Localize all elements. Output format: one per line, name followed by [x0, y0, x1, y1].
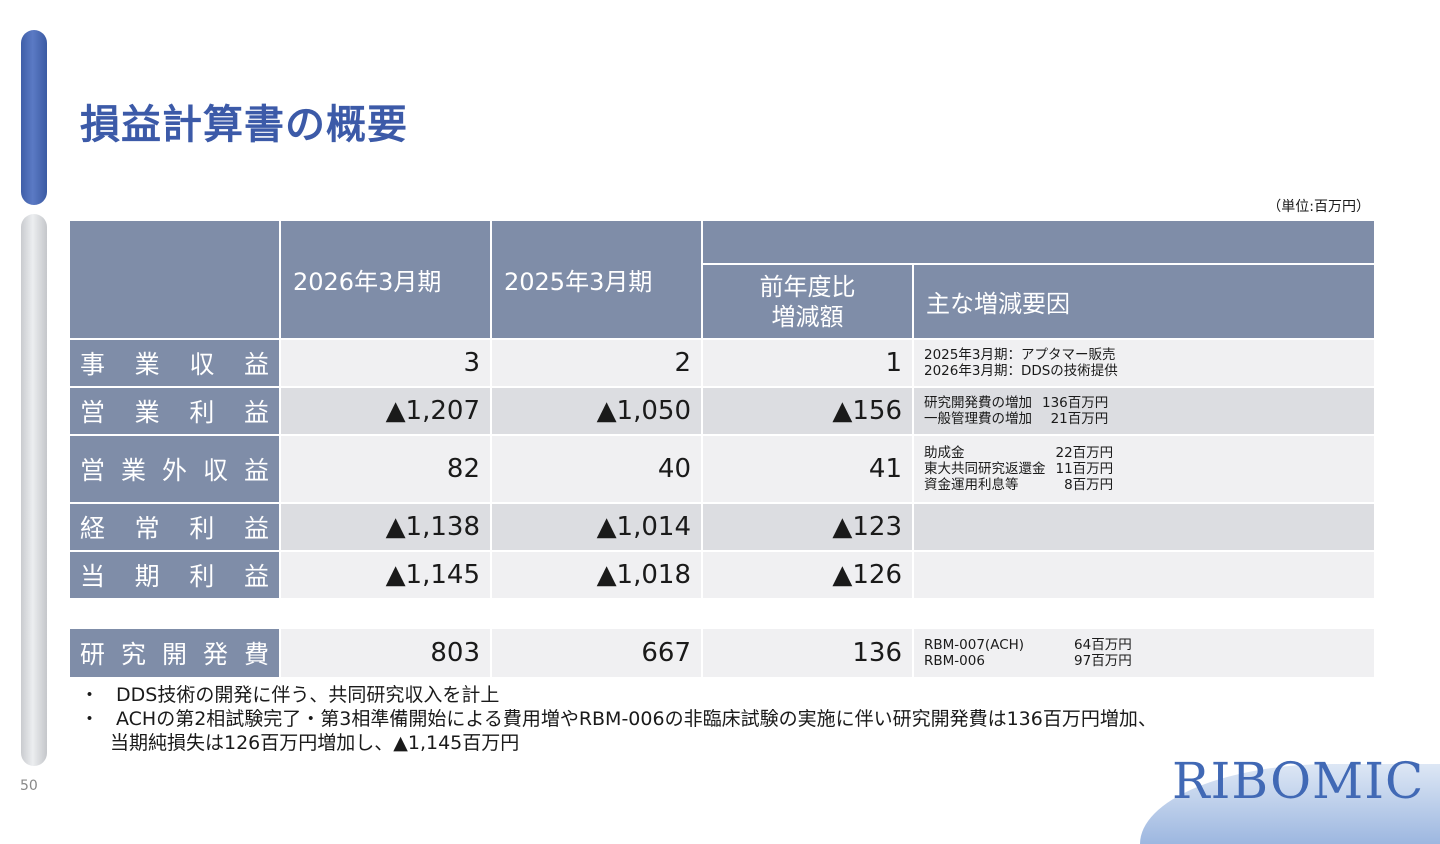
- bullet-dot: ・: [80, 708, 100, 730]
- note-text: RBM-006: [924, 653, 985, 669]
- header-group: [701, 219, 1376, 265]
- row-label: 経常利益: [68, 502, 281, 552]
- company-logo: RIBOMIC: [1172, 752, 1425, 810]
- note-text: 助成金: [924, 445, 965, 461]
- note-text: 一般管理費の増加: [924, 411, 1032, 427]
- note-value: 21百万円: [1050, 411, 1109, 427]
- table-row: 経常利益 ▲1,138 ▲1,014 ▲123: [68, 502, 1376, 552]
- header-col-2026: 2026年3月期: [279, 219, 492, 340]
- note-text: RBM-007(ACH): [924, 637, 1025, 653]
- value-2025: 40: [490, 434, 703, 504]
- value-diff: 1: [701, 338, 914, 388]
- note-text: 東大共同研究返還金: [924, 461, 1046, 477]
- value-2025: 2: [490, 338, 703, 388]
- value-2026: ▲1,145: [279, 550, 492, 600]
- bullet-text: DDS技術の開発に伴う、共同研究収入を計上: [116, 684, 500, 706]
- table-row: 営業外収益 82 40 41 助成金 22百万円 東大共同研究返還金 11百万円 資…: [68, 434, 1376, 504]
- note-value: 136百万円: [1042, 395, 1109, 411]
- row-label: 事業収益: [68, 338, 281, 388]
- note-value: 97百万円: [1074, 653, 1132, 669]
- table-row: 当期利益 ▲1,145 ▲1,018 ▲126: [68, 550, 1376, 600]
- value-2025: ▲1,018: [490, 550, 703, 600]
- factor-note: [912, 550, 1376, 600]
- table-row: 営業利益 ▲1,207 ▲1,050 ▲156 研究開発費の増加 136百万円 一…: [68, 386, 1376, 436]
- factor-note: [912, 502, 1376, 552]
- value-2026: 803: [279, 627, 492, 679]
- bullet-list: ・ DDS技術の開発に伴う、共同研究収入を計上 ・ ACHの第2相試験完了・第3…: [80, 683, 1157, 755]
- header-col-factors: 主な増減要因: [912, 263, 1376, 340]
- note-value: 22百万円: [1055, 445, 1114, 461]
- value-2026: 82: [279, 434, 492, 504]
- table-row: 研究開発費 803 667 136 RBM-007(ACH) 64百万円 RBM-…: [68, 627, 1376, 679]
- accent-bar-bottom: [21, 214, 47, 766]
- value-2026: ▲1,138: [279, 502, 492, 552]
- value-2025: 667: [490, 627, 703, 679]
- factor-note: 2025年3月期：アプタマー販売 2026年3月期：DDSの技術提供: [912, 338, 1376, 388]
- note-text: 2026年3月期：DDSの技術提供: [924, 363, 1118, 379]
- bullet-dot: ・: [80, 684, 100, 706]
- value-2025: ▲1,050: [490, 386, 703, 436]
- page-number: 50: [20, 778, 38, 794]
- accent-bar-top: [21, 30, 47, 205]
- value-diff: 136: [701, 627, 914, 679]
- note-text: 資金運用利息等: [924, 477, 1019, 493]
- value-diff: 41: [701, 434, 914, 504]
- unit-note: （単位:百万円）: [1267, 199, 1370, 215]
- income-statement-table: 2026年3月期 2025年3月期 前年度比 増減額 主な増減要因 事業収益 3…: [68, 219, 1376, 600]
- bullet-item: ・ ACHの第2相試験完了・第3相準備開始による費用増やRBM-006の非臨床試…: [80, 707, 1157, 731]
- value-diff: ▲126: [701, 550, 914, 600]
- value-2025: ▲1,014: [490, 502, 703, 552]
- value-2026: ▲1,207: [279, 386, 492, 436]
- row-label: 当期利益: [68, 550, 281, 600]
- bullet-continuation: 当期純損失は126百万円増加し、▲1,145百万円: [110, 732, 520, 754]
- row-label: 営業利益: [68, 386, 281, 436]
- note-value: 11百万円: [1055, 461, 1114, 477]
- table-row: 事業収益 3 2 1 2025年3月期：アプタマー販売 2026年3月期：DDS…: [68, 338, 1376, 388]
- header-col-diff: 前年度比 増減額: [701, 263, 914, 340]
- factor-note: 研究開発費の増加 136百万円 一般管理費の増加 21百万円: [912, 386, 1376, 436]
- bullet-text: ACHの第2相試験完了・第3相準備開始による費用増やRBM-006の非臨床試験の…: [116, 708, 1157, 730]
- note-text: 2025年3月期：アプタマー販売: [924, 347, 1116, 363]
- rd-expense-table: 研究開発費 803 667 136 RBM-007(ACH) 64百万円 RBM-…: [68, 627, 1376, 679]
- row-label: 研究開発費: [68, 627, 281, 679]
- value-diff: ▲123: [701, 502, 914, 552]
- bullet-item: ・ DDS技術の開発に伴う、共同研究収入を計上: [80, 683, 1157, 707]
- note-value: 64百万円: [1074, 637, 1132, 653]
- page-title: 損益計算書の概要: [80, 102, 408, 148]
- header-col-2025: 2025年3月期: [490, 219, 703, 340]
- factor-note: 助成金 22百万円 東大共同研究返還金 11百万円 資金運用利息等 8百万円: [912, 434, 1376, 504]
- value-diff: ▲156: [701, 386, 914, 436]
- note-text: 研究開発費の増加: [924, 395, 1032, 411]
- header-blank: [68, 219, 281, 340]
- note-value: 8百万円: [1064, 477, 1114, 493]
- factor-note: RBM-007(ACH) 64百万円 RBM-006 97百万円: [912, 627, 1376, 679]
- row-label: 営業外収益: [68, 434, 281, 504]
- value-2026: 3: [279, 338, 492, 388]
